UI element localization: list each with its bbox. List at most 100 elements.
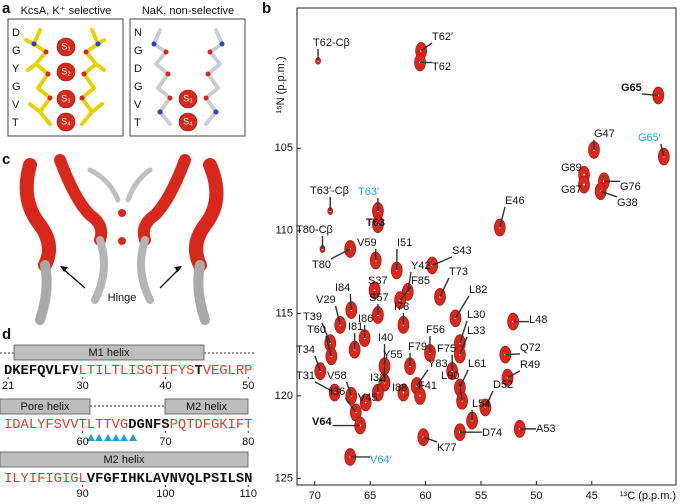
peak-label: I88: [392, 382, 407, 394]
peak-label: S43: [452, 245, 472, 257]
site-label: S₃: [61, 93, 71, 103]
peak-label: E46: [505, 195, 525, 207]
leader-line: [416, 369, 429, 387]
helix-label: M1 helix: [89, 347, 130, 359]
helix-box: [164, 398, 249, 415]
peak-center: [376, 223, 379, 226]
site-label: S₃: [183, 93, 193, 103]
residue: G: [12, 45, 21, 57]
panel-label: b: [262, 0, 271, 17]
peak-label: S37: [368, 275, 388, 287]
leader-line: [330, 248, 351, 260]
ion: [178, 89, 198, 109]
peak-label: T60: [307, 324, 326, 336]
annotation: Hinge: [108, 292, 137, 304]
leader-line: [314, 381, 336, 394]
leader-line: [407, 271, 412, 292]
x-tick-label: 55: [475, 490, 487, 502]
leader-line: [641, 93, 659, 97]
helix-label: M2 helix: [186, 401, 227, 413]
peak-label: T31: [296, 370, 315, 382]
y-axis-label: ¹⁵N (p.p.m.): [275, 56, 287, 113]
peak-label: T62: [432, 61, 451, 73]
peak-label: L61: [468, 358, 486, 370]
residue-number: 21: [2, 380, 14, 392]
peak-label: G47: [594, 128, 615, 140]
peak-center: [419, 394, 421, 397]
peak-label: L54: [472, 398, 490, 410]
panel-label: d: [2, 326, 11, 343]
peak-label: I86: [358, 313, 373, 325]
peak-label: Y83: [428, 358, 448, 370]
peak-label: T39: [303, 311, 322, 323]
peak-label: Q72: [520, 342, 541, 354]
panel-label: c: [2, 151, 10, 168]
peak-label: S57: [369, 292, 389, 304]
residue-number: 40: [159, 380, 171, 392]
peak-label: A53: [536, 423, 556, 435]
residue: G: [134, 81, 143, 93]
leader-line: [344, 397, 357, 413]
sequence-segment: IDALYFSVVTLTTVG: [4, 418, 128, 433]
peak-center: [583, 173, 585, 176]
peak-label: L30: [467, 309, 485, 321]
leader-line: [349, 293, 352, 311]
peak-label: D52: [493, 379, 513, 391]
ion: [56, 37, 76, 57]
peak-label: I78: [394, 301, 409, 313]
x-tick-label: 60: [419, 490, 431, 502]
residue: N: [134, 27, 142, 39]
y-tick-label: 110: [275, 225, 293, 237]
site-label: S₄: [183, 116, 193, 126]
residue-number: 100: [156, 488, 174, 500]
leader-line: [439, 277, 450, 298]
peak-label: F75: [437, 343, 456, 355]
x-axis-label: ¹³C (p.p.m.): [620, 490, 676, 502]
x-tick-label: 65: [364, 490, 376, 502]
ion: [56, 112, 76, 132]
ion: [118, 209, 126, 217]
residue: G: [134, 45, 143, 57]
residue-number: 50: [242, 380, 254, 392]
peak-label: V29: [316, 294, 336, 306]
peak-label: F85: [411, 275, 430, 287]
leader-line: [505, 353, 521, 356]
sequence-segment: ILYIFIGIGL: [4, 472, 87, 487]
helix-box: [0, 398, 91, 415]
plot-frame: [296, 7, 677, 486]
leader-line: [459, 320, 468, 344]
leader-line: [325, 335, 333, 357]
leader-line: [345, 381, 352, 397]
peak-label: L33: [467, 325, 485, 337]
peak-labels: T62-Cβ T62′ T62 G65 G47 G65′ G89 G87 G76 G38 T63′-…: [296, 31, 665, 466]
x-tick-label: 45: [586, 490, 598, 502]
peak-label: G65′: [638, 132, 661, 144]
peak-label: F41: [418, 380, 437, 392]
y-tick-label: 115: [275, 307, 293, 319]
peak-label: T34: [296, 344, 315, 356]
residue: G: [12, 81, 21, 93]
peak-label: I84: [335, 282, 350, 294]
residue: D: [12, 27, 20, 39]
peak-label: R49: [520, 359, 540, 371]
leader-line: [321, 322, 331, 344]
peak-label: D74: [482, 427, 502, 439]
peak-label: T63′-Cβ: [310, 185, 349, 197]
peak-label: G87: [561, 184, 582, 196]
peak-label: T62-Cβ: [313, 37, 350, 49]
sequence-segment: DGNFS: [128, 418, 169, 433]
residue: T: [12, 117, 19, 129]
structure: [24, 28, 224, 126]
helix-box: [13, 344, 205, 361]
arrow: [61, 267, 181, 289]
leader-line: [507, 370, 521, 379]
leader-line: [420, 42, 433, 52]
residue-number: 70: [159, 436, 171, 448]
site-label: S₁: [61, 41, 70, 51]
sequence-segment: DKEFQVLFV: [4, 364, 79, 379]
peak-label: I32: [370, 372, 385, 384]
peak-label: V58: [327, 370, 347, 382]
leader-line: [399, 286, 412, 301]
peak-label: I40: [378, 332, 393, 344]
